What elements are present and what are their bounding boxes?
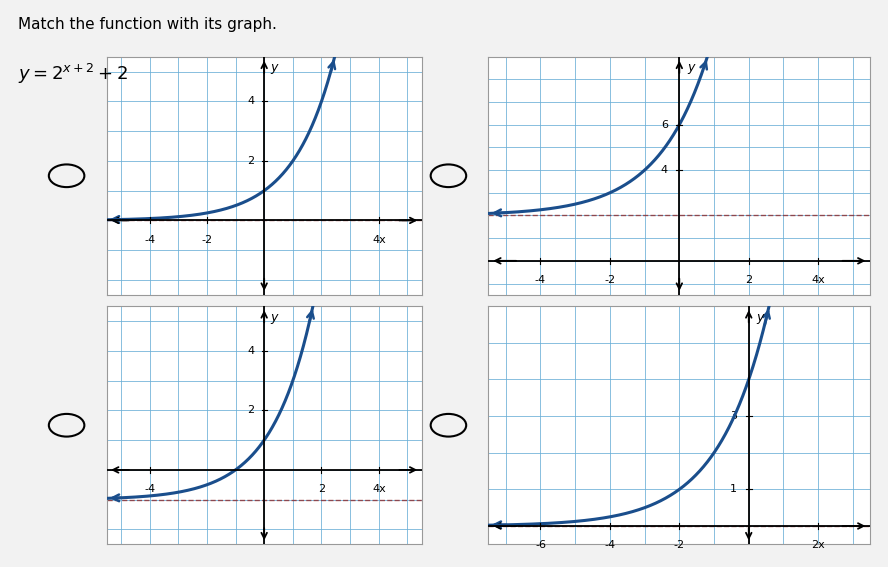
Text: -6: -6 [535,540,546,551]
Text: 4: 4 [661,165,668,175]
Text: Match the function with its graph.: Match the function with its graph. [18,17,277,32]
Text: y: y [271,311,278,324]
Text: -4: -4 [144,484,155,494]
Text: y: y [757,311,764,324]
Text: 2x: 2x [812,540,825,551]
Text: y: y [271,61,278,74]
Text: 4: 4 [248,346,255,356]
Text: -2: -2 [674,540,685,551]
Text: 3: 3 [730,411,737,421]
Text: 6: 6 [661,120,668,130]
Text: 4: 4 [248,96,255,107]
Text: 4x: 4x [372,235,385,245]
Text: -2: -2 [202,235,212,245]
Text: 2: 2 [318,484,325,494]
Text: -4: -4 [535,275,546,285]
Text: -4: -4 [605,540,615,551]
Text: 1: 1 [730,484,737,494]
Text: -2: -2 [605,275,615,285]
Text: 4x: 4x [812,275,825,285]
Text: 2: 2 [745,275,752,285]
Text: -4: -4 [144,235,155,245]
Text: 2: 2 [248,156,255,166]
Text: 4x: 4x [372,484,385,494]
Text: $y = 2^{x+2} + 2$: $y = 2^{x+2} + 2$ [18,62,128,87]
Text: 2: 2 [248,405,255,416]
Text: y: y [687,61,694,74]
